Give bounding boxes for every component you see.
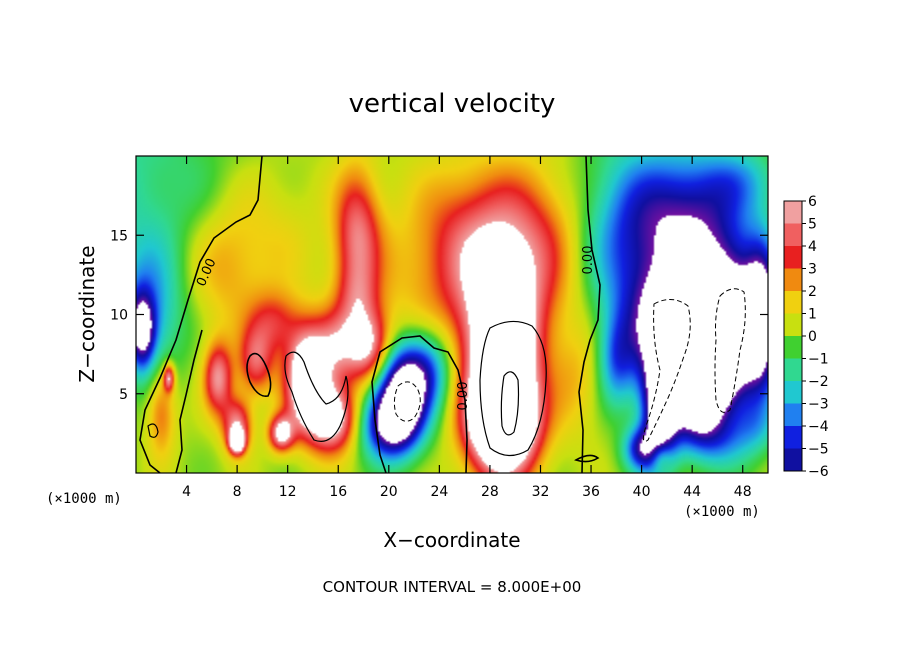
plot-area: 0.00 0.00 0.00 4 8 12 16 20 24 28 32 36 40 44 48 51… [110, 155, 769, 500]
colorbar-swatch [784, 336, 802, 359]
colorbar-label: 5 [808, 217, 817, 233]
colorbar-swatch [784, 448, 802, 471]
contour-interval-note: CONTOUR INTERVAL = 8.000E+00 [323, 578, 582, 596]
y-tick-label: 5 [119, 387, 128, 403]
x-tick-label: 16 [329, 484, 347, 500]
colorbar-swatch [784, 426, 802, 449]
x-axis: 4 8 12 16 20 24 28 32 36 40 44 48 [182, 156, 752, 500]
colorbar-label: 2 [808, 284, 817, 300]
x-tick-label: 4 [182, 484, 191, 500]
negative-contour [642, 299, 691, 442]
x-axis-label: X−coordinate [383, 528, 520, 552]
zero-contour-line [574, 454, 600, 463]
colorbar-swatch [784, 223, 802, 246]
x-tick-label: 20 [380, 484, 398, 500]
cluster-contours [147, 320, 547, 457]
colorbar-swatch [784, 201, 802, 224]
y-tick-label: 10 [110, 308, 128, 324]
negative-contour [714, 288, 746, 413]
positive-contour [479, 320, 547, 457]
colorbar-label: 1 [808, 307, 817, 323]
colorbar-swatch [784, 291, 802, 314]
x-unit-label-left: (×1000 m) [46, 491, 122, 507]
heatmap-image [136, 156, 768, 473]
positive-contour [147, 423, 159, 438]
contour-label: 0.00 [456, 382, 471, 411]
x-tick-label: 44 [683, 484, 701, 500]
y-axis-label: Z−coordinate [75, 245, 99, 382]
negative-contours [393, 288, 746, 442]
x-tick-label: 12 [279, 484, 297, 500]
zero-contour-line [578, 155, 601, 474]
x-unit-label-right: (×1000 m) [684, 504, 760, 520]
zero-contour-line [139, 155, 263, 474]
x-tick-label: 8 [233, 484, 242, 500]
x-tick-label: 40 [633, 484, 651, 500]
y-tick-label: 15 [110, 228, 128, 244]
negative-contour [393, 381, 421, 422]
x-tick-label: 36 [582, 484, 600, 500]
chart-title: vertical velocity [349, 89, 556, 119]
zero-contour-line [175, 329, 203, 474]
contour-label: 0.00 [581, 246, 596, 275]
colorbar-label: −1 [808, 352, 829, 368]
zero-contour-line [371, 335, 468, 474]
colorbar-swatch [784, 381, 802, 404]
y-axis: 5 10 15 [110, 228, 768, 403]
colorbar-label: 0 [808, 329, 817, 345]
x-tick-label: 32 [532, 484, 550, 500]
colorbar-label: −5 [808, 442, 829, 458]
zero-contour-line [246, 352, 272, 398]
colorbar-swatch [784, 313, 802, 336]
colorbar-swatch [784, 246, 802, 269]
colorbar: 6 5 4 3 2 1 0 −1 −2 −3 −4 −5 −6 [783, 194, 829, 480]
colorbar-swatch [784, 403, 802, 426]
positive-contour [500, 371, 520, 436]
colorbar-label: 4 [808, 239, 817, 255]
positive-contour [284, 351, 349, 442]
colorbar-label: −2 [808, 374, 829, 390]
colorbar-swatch [784, 358, 802, 381]
colorbar-label: −6 [808, 464, 829, 480]
x-tick-label: 24 [430, 484, 448, 500]
colorbar-label: −3 [808, 397, 829, 413]
colorbar-swatch [784, 268, 802, 291]
x-tick-label: 48 [734, 484, 752, 500]
colorbar-label: 6 [808, 194, 817, 210]
colorbar-label: 3 [808, 262, 817, 278]
zero-contours [139, 155, 601, 474]
colorbar-label: −4 [808, 419, 829, 435]
x-tick-label: 28 [481, 484, 499, 500]
